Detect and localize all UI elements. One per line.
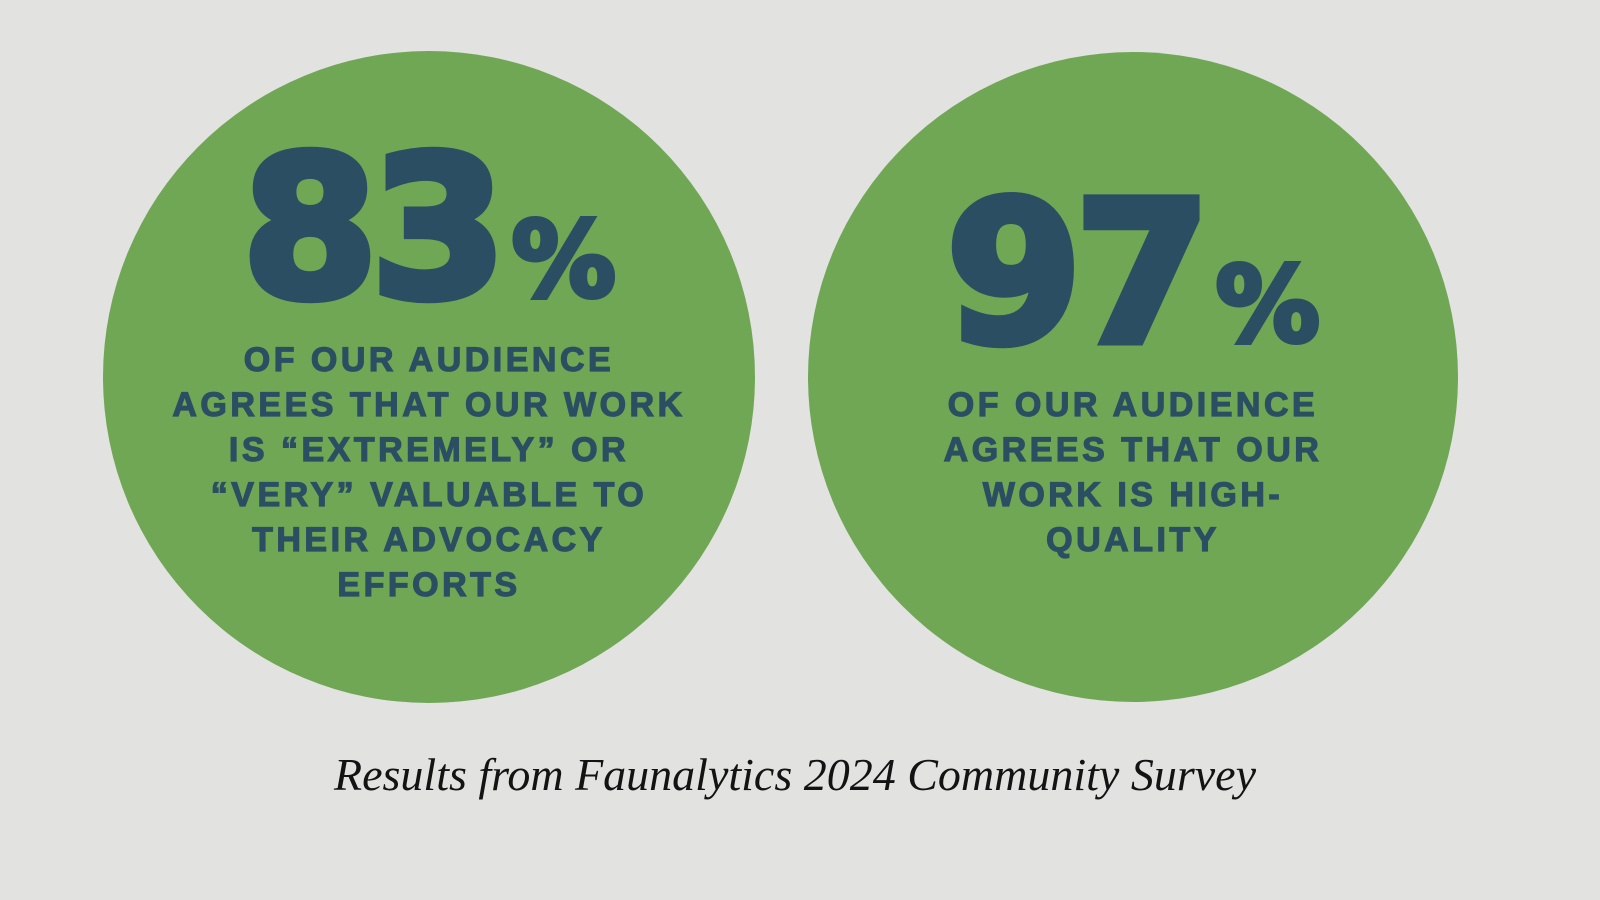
stat-description-line: OF OUR AUDIENCE	[243, 340, 615, 379]
stat-number-text: 83	[238, 115, 511, 343]
stat-description-line: WORK IS HIGH-	[982, 475, 1284, 514]
percent-sign: %	[1213, 244, 1322, 367]
stat-description-line: “VERY” VALUABLE TO	[210, 475, 648, 514]
stat-number-text: 97	[942, 160, 1215, 388]
stat-circle-high-quality: 97% OF OUR AUDIENCE AGREES THAT OUR WORK…	[808, 52, 1458, 702]
source-caption: Results from Faunalytics 2024 Community …	[334, 749, 1256, 800]
stat-description-line: OF OUR AUDIENCE	[947, 385, 1319, 424]
stat-description-line: QUALITY	[1046, 520, 1220, 559]
stat-description-line: AGREES THAT OUR	[943, 430, 1323, 469]
stat-value-97: 97%	[942, 172, 1323, 376]
stat-value-83: 83%	[238, 127, 619, 331]
percent-sign: %	[509, 199, 618, 322]
stat-description-line: AGREES THAT OUR WORK	[172, 385, 686, 424]
stat-description-line: THEIR ADVOCACY	[252, 520, 606, 559]
stat-description-line: IS “EXTREMELY” OR	[228, 430, 630, 469]
stat-description-advocacy-value: OF OUR AUDIENCE AGREES THAT OUR WORK IS …	[172, 338, 685, 608]
stat-description-line: EFFORTS	[337, 565, 521, 604]
stat-circle-advocacy-value: 83% OF OUR AUDIENCE AGREES THAT OUR WORK…	[103, 51, 755, 703]
stat-description-high-quality: OF OUR AUDIENCE AGREES THAT OUR WORK IS …	[943, 383, 1323, 563]
